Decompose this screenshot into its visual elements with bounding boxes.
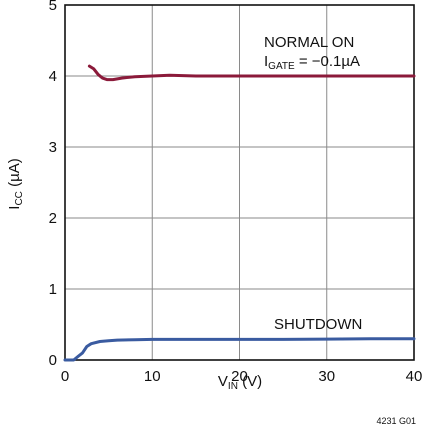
grid-lines [65,5,414,360]
x-axis-label-main: V [218,373,228,390]
y-tick-label: 0 [49,352,57,369]
annotation-igate: IGATE = −0.1µA [264,53,360,72]
y-tick-label: 2 [49,210,57,227]
x-tick-label: 30 [318,368,335,385]
x-axis-label-sub: IN [228,381,238,392]
series-line-shutdown [63,337,416,362]
y-tick-label: 3 [49,139,57,156]
x-tick-label: 0 [61,368,69,385]
annotation-igate-value: = −0.1µA [295,53,360,70]
y-axis-label-main: I [6,206,23,210]
y-axis-label-unit: (µA) [6,158,23,191]
y-axis-label: ICC (µA) [6,158,25,209]
figure-id: 4231 G01 [376,416,416,426]
annotation-igate-main: I [264,53,268,70]
x-tick-label: 10 [144,368,161,385]
x-axis-label: VIN (V) [218,373,262,392]
x-axis-label-unit: (V) [238,373,262,390]
y-axis-label-sub: CC [14,191,25,205]
y-tick-label: 1 [49,281,57,298]
plot-frame [64,4,415,361]
x-tick-label: 20 [231,368,248,385]
annotation-normal-on: NORMAL ON [264,34,354,51]
x-tick-label: 40 [406,368,423,385]
annotation-igate-sub: GATE [268,61,295,72]
tick-labels: 0 10 20 30 40 0 1 2 3 4 5 [49,0,423,385]
data-series [63,64,416,362]
y-tick-label: 5 [49,0,57,14]
annotation-shutdown: SHUTDOWN [274,316,362,333]
y-tick-label: 4 [49,68,57,85]
series-line-normal-on [87,64,416,82]
